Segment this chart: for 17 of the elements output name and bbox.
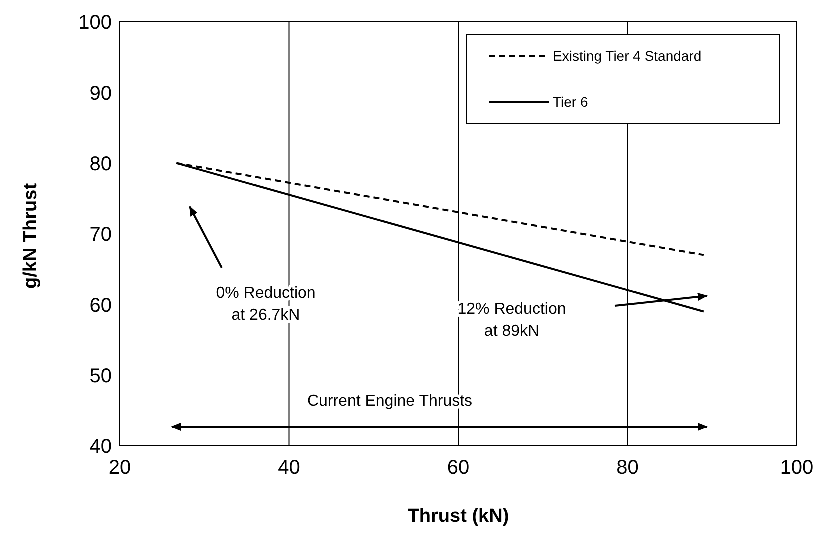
x-tick-label: 60 xyxy=(447,457,470,480)
y-tick-label: 60 xyxy=(90,294,112,317)
y-tick-label: 100 xyxy=(78,12,112,34)
annotation: 12% Reduction at 89kN xyxy=(458,301,566,340)
legend-label: Tier 6 xyxy=(553,94,588,110)
y-tick-label: 50 xyxy=(90,365,112,388)
y-tick-label: 40 xyxy=(90,436,112,458)
x-tick-label: 40 xyxy=(278,457,300,480)
legend-label: Existing Tier 4 Standard xyxy=(553,48,702,64)
y-tick-label: 80 xyxy=(90,153,112,176)
y-axis-title: g/kN Thrust xyxy=(20,182,42,289)
y-tick-label: 70 xyxy=(90,224,112,246)
x-axis-title: Thrust (kN) xyxy=(408,506,510,527)
x-tick-label: 80 xyxy=(616,457,639,480)
x-tick-label: 20 xyxy=(108,457,132,480)
x-tick-label: 100 xyxy=(780,457,814,480)
y-tick-label: 90 xyxy=(90,82,112,105)
